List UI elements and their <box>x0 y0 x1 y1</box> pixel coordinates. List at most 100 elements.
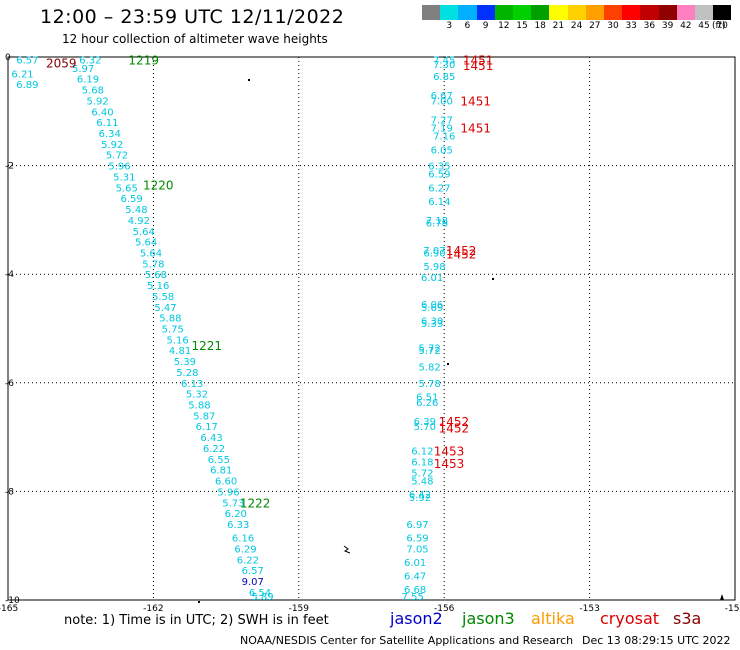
swh-label-track-b: 7.45 <box>433 56 455 67</box>
scale-swatch <box>476 5 495 20</box>
swh-label-track-b: 7.19 <box>431 124 453 135</box>
swh-label-track-a: 6.81 <box>210 466 232 477</box>
swh-label-track-b: 6.97 <box>406 520 428 531</box>
swh-label-track-b: 6.59 <box>406 534 428 545</box>
swh-label-track-a: 5.92 <box>87 96 109 107</box>
longitude-tick-label: -150 <box>725 604 740 614</box>
latitude-tick-label: -4 <box>5 270 14 280</box>
swh-label-track-a: 5.16 <box>167 335 189 346</box>
time-label: 1453 <box>434 457 465 471</box>
island-mark <box>343 545 351 554</box>
time-label: 1452 <box>439 415 470 429</box>
swh-label-track-b: 6.26 <box>416 398 438 409</box>
time-label: 1452 <box>446 248 477 262</box>
longitude-tick-label: -156 <box>434 604 455 614</box>
swh-label-track-a: 5.31 <box>113 172 135 183</box>
swh-label-track-b: 6.30 <box>421 316 443 327</box>
scale-tick-label: 45 <box>698 21 710 31</box>
swh-label-track-a: 6.11 <box>96 118 118 129</box>
scale-swatch <box>585 5 604 20</box>
scale-swatch <box>458 5 477 20</box>
swh-label-track-b: 5.92 <box>409 493 431 504</box>
swh-label-track-b: 5.72 <box>419 344 441 355</box>
swh-label-track-a: 5.88 <box>159 314 181 325</box>
swh-label-track-a: 5.64 <box>133 227 155 238</box>
swh-label-track-a: 6.32 <box>79 56 101 67</box>
swh-label-track-b: 6.18 <box>411 458 433 469</box>
swh-label-track-b: 5.82 <box>419 363 441 374</box>
swh-label-track-b: 7.30 <box>433 60 455 71</box>
swh-label-track-a: 5.68 <box>145 270 167 281</box>
time-label: 1451 <box>460 94 491 108</box>
swh-label-track-a: 4.81 <box>169 346 191 357</box>
swh-label-track-b: 7.00 <box>431 96 453 107</box>
scale-swatch <box>695 5 714 20</box>
swh-label-track-b: 5.98 <box>423 262 445 273</box>
latitude-tick-label: -6 <box>5 379 14 389</box>
swh-label-track-b: 5.78 <box>419 379 441 390</box>
swh-label-track-b: 5.69 <box>421 303 443 314</box>
swh-label-track-a: 6.57 <box>16 56 38 67</box>
swh-label-track-a: 6.21 <box>11 69 33 80</box>
scale-tick-label: 70 <box>716 21 728 31</box>
swh-label-track-b: 7.07 <box>423 246 445 257</box>
scale-tick-label: 24 <box>570 21 583 31</box>
swh-label-track-a: 5.97 <box>72 64 94 75</box>
swh-label-track-b: 5.72 <box>419 346 441 357</box>
swh-label-track-a: 6.13 <box>181 379 203 390</box>
swh-label-track-a: 5.72 <box>106 151 128 162</box>
latitude-tick-label: -2 <box>5 162 14 172</box>
mission-legend-item: altika <box>531 609 575 628</box>
scale-tick-label: 15 <box>516 21 528 31</box>
island-mark <box>248 79 250 81</box>
swh-label-track-a: 5.73 <box>222 498 244 509</box>
scale-swatch <box>676 5 695 20</box>
swh-label-track-a: 5.16 <box>147 281 169 292</box>
scale-tick-label: 12 <box>498 21 510 31</box>
time-label: 1219 <box>128 54 159 68</box>
swh-label-track-b: 6.68 <box>404 585 426 596</box>
swh-label-track-a: 5.75 <box>162 325 184 336</box>
swh-label-track-b: 6.14 <box>428 197 450 208</box>
swh-label-track-b: 7.27 <box>431 115 453 126</box>
time-label: 1220 <box>143 179 174 193</box>
longitude-tick-label: -159 <box>289 604 310 614</box>
swh-label-track-a: 6.89 <box>16 80 38 91</box>
swh-label-track-a: 5.32 <box>186 390 208 401</box>
swh-label-track-a: 6.43 <box>200 433 222 444</box>
swh-label-track-a: 5.78 <box>142 259 164 270</box>
swh-label-track-b: 7.05 <box>406 544 428 555</box>
swh-label-track-a: 5.28 <box>176 368 198 379</box>
scale-tick-label: 27 <box>589 21 601 31</box>
footer-credit: NOAA/NESDIS Center for Satellite Applica… <box>240 634 574 647</box>
scale-swatch <box>658 5 677 20</box>
swh-label-track-b: 5.33 <box>421 319 443 330</box>
swh-label-track-a: 6.60 <box>215 477 237 488</box>
legend-note: note: 1) Time is in UTC; 2) SWH is in fe… <box>64 613 329 628</box>
swh-label-track-b: 6.90 <box>423 248 445 259</box>
swh-label-track-b: 5.72 <box>411 468 433 479</box>
island-mark <box>447 363 449 365</box>
swh-label-track-a: 5.58 <box>152 292 174 303</box>
swh-label-track-a: 6.22 <box>203 444 225 455</box>
mission-legend-item: s3a <box>673 609 702 628</box>
swh-label-track-a: 6.17 <box>196 422 218 433</box>
scale-tick-label: 21 <box>552 21 565 31</box>
swh-label-track-a: 5.68 <box>82 86 104 97</box>
scale-swatch <box>713 5 732 20</box>
swh-label-track-a: 4.92 <box>128 216 150 227</box>
swh-label-track-b: 7.55 <box>402 592 424 603</box>
scale-tick-label: 33 <box>625 21 637 31</box>
swh-label-track-b: 6.47 <box>404 572 426 583</box>
mission-legend-item: cryosat <box>600 609 660 628</box>
island-mark <box>492 278 494 280</box>
swh-label-track-a: 9.07 <box>242 577 264 588</box>
swh-label-track-b: 6.59 <box>428 170 450 181</box>
swh-label-track-b: 6.06 <box>421 300 443 311</box>
scale-tick-label: 39 <box>661 21 674 31</box>
time-label: 1451 <box>463 59 494 73</box>
swh-label-track-b: 6.05 <box>431 145 453 156</box>
swh-label-track-a: 6.57 <box>242 566 264 577</box>
